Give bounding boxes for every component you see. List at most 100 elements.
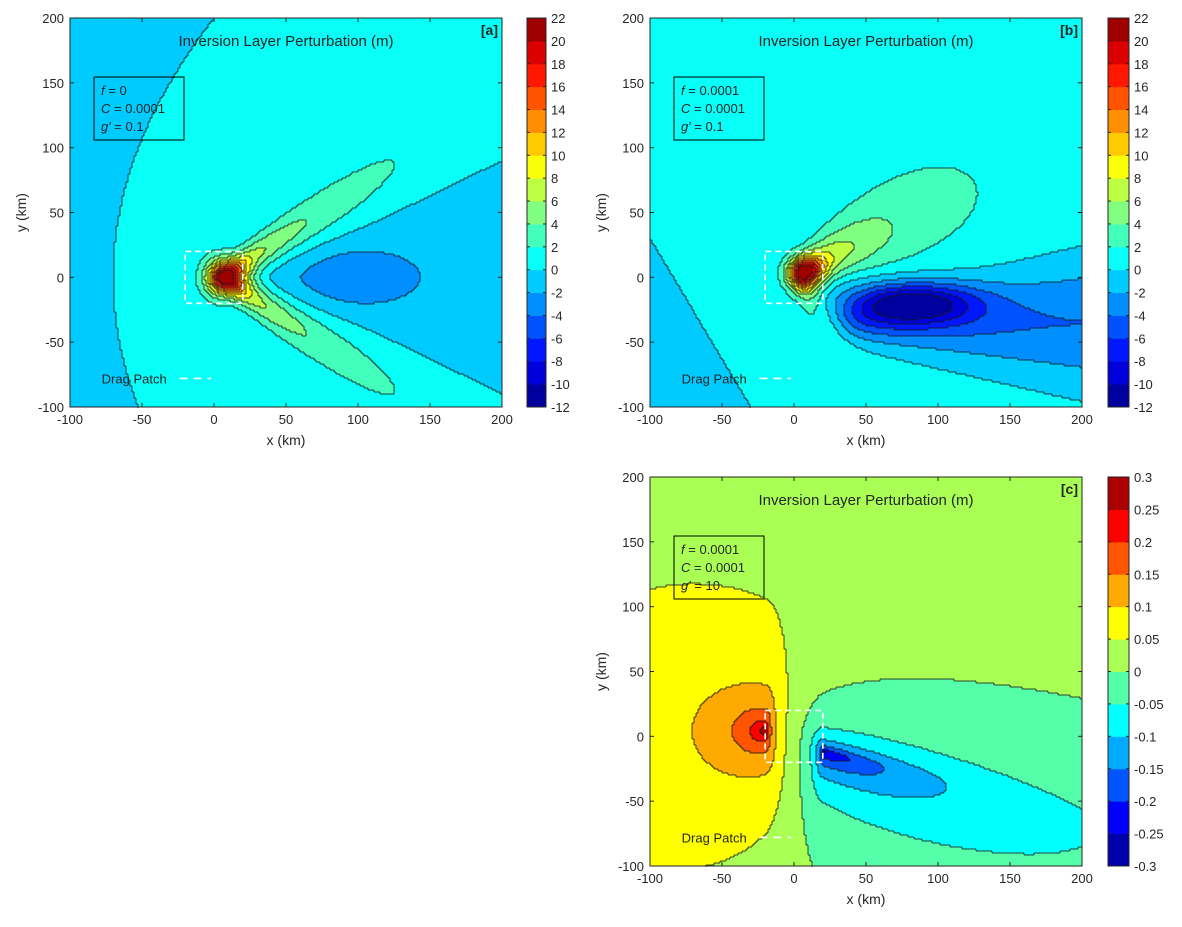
contour-line: [135, 152, 137, 154]
contour-line: [871, 188, 873, 190]
contour-band: [650, 128, 1083, 131]
contour-line: [371, 222, 373, 224]
contour-band: [796, 260, 799, 263]
contour-band: [70, 142, 141, 145]
contour-band: [880, 184, 977, 187]
contour-band: [260, 322, 275, 325]
contour-line: [323, 364, 325, 366]
contour-line: [814, 251, 816, 253]
contour-line: [409, 262, 411, 264]
contour-line: [211, 262, 213, 264]
contour-line: [958, 227, 960, 229]
contour-line: [357, 324, 359, 326]
contour-line: [232, 285, 234, 287]
contour-line: [822, 245, 824, 247]
contour-band: [114, 290, 201, 293]
contour-band: [430, 358, 503, 361]
contour-band: [650, 166, 1083, 169]
contour-band: [260, 296, 269, 299]
contour-band: [252, 294, 259, 297]
contour-line: [230, 283, 232, 285]
contour-line: [214, 291, 216, 293]
contour-band: [70, 314, 117, 317]
contour-band: [884, 182, 975, 185]
contour-line: [1046, 253, 1048, 255]
contour-line: [205, 262, 207, 264]
contour-line: [211, 280, 213, 282]
contour-line: [1049, 252, 1051, 254]
contour-band: [830, 284, 841, 287]
contour-band: [846, 290, 863, 293]
contour-band: [650, 290, 683, 293]
contour-band: [404, 258, 503, 261]
contour-band: [944, 292, 967, 295]
contour-band: [280, 336, 341, 339]
contour-line: [952, 231, 954, 233]
contour-line: [220, 271, 222, 273]
contour-line: [206, 267, 208, 269]
contour-line: [359, 350, 361, 352]
contour-line: [254, 311, 256, 313]
contour-line: [296, 205, 298, 207]
contour-band: [370, 164, 395, 167]
contour-band: [260, 276, 271, 279]
contour-line: [373, 390, 375, 392]
contour-line: [305, 220, 307, 222]
contour-line: [202, 283, 204, 285]
contour-band: [388, 176, 469, 179]
contour-band: [238, 276, 241, 279]
contour-line: [892, 177, 894, 179]
contour-line: [863, 194, 865, 196]
contour-line: [302, 311, 304, 313]
contour-line: [288, 313, 290, 315]
contour-line: [294, 245, 296, 247]
contour-line: [199, 36, 201, 38]
contour-line: [204, 275, 206, 277]
contour-band: [650, 278, 675, 281]
contour-line: [288, 249, 290, 251]
contour-band: [840, 334, 855, 337]
contour-line: [924, 167, 926, 169]
contour-band: [70, 250, 115, 253]
contour-line: [323, 310, 325, 312]
contour-line: [456, 181, 458, 183]
contour-line: [204, 29, 206, 31]
contour-line: [118, 339, 120, 341]
contour-line: [401, 208, 403, 210]
contour-line: [349, 342, 351, 344]
contour-band: [288, 250, 309, 253]
contour-band: [650, 354, 721, 357]
contour-line: [328, 225, 330, 227]
contour-line: [866, 219, 868, 221]
contour-line: [250, 257, 252, 259]
contour-line: [334, 255, 336, 257]
contour-band: [210, 278, 213, 281]
contour-band: [650, 108, 1083, 111]
contour-line: [790, 249, 792, 251]
contour-band: [814, 312, 829, 315]
contour-band: [658, 250, 791, 253]
contour-band: [808, 288, 813, 291]
contour-line: [316, 193, 318, 195]
contour-band: [958, 316, 981, 319]
contour-band: [392, 382, 481, 385]
contour-line: [273, 322, 275, 324]
contour-line: [938, 241, 940, 243]
contour-band: [252, 270, 257, 273]
contour-band: [650, 70, 1083, 73]
contour-line: [392, 299, 394, 301]
contour-band: [1050, 362, 1083, 365]
contour-band: [70, 128, 147, 131]
contour-line: [372, 221, 374, 223]
contour-line: [239, 276, 241, 278]
contour-line: [868, 219, 870, 221]
contour-band: [114, 288, 199, 291]
contour-line: [222, 291, 224, 293]
contour-band: [70, 124, 149, 127]
contour-line: [968, 215, 970, 217]
contour-line: [128, 379, 130, 381]
contour-line: [167, 86, 169, 88]
contour-line: [212, 277, 214, 279]
contour-line: [217, 286, 219, 288]
contour-band: [214, 256, 229, 259]
